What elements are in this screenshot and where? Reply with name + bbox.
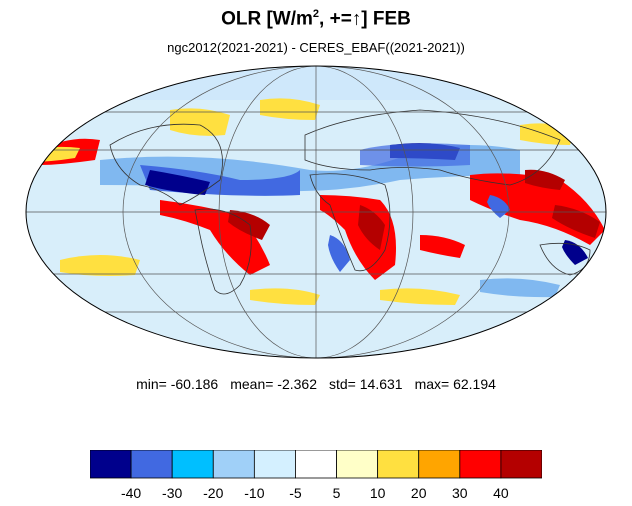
colorbar-swatch (171, 450, 214, 479)
stat-mean: mean= -2.362 (230, 376, 317, 392)
colorbar-swatch (336, 450, 379, 479)
colorbar-swatch (418, 450, 461, 479)
plot-title: OLR [W/m2, +=↑] FEB (221, 8, 411, 30)
stat-max: max= 62.194 (414, 376, 496, 392)
plot-subtitle: ngc2012(2021-2021) - CERES_EBAF((2021-20… (167, 40, 465, 55)
colorbar-tick-label: 40 (493, 485, 509, 501)
colorbar-tick-label: -5 (289, 485, 302, 501)
colorbar-tick-label: -40 (120, 485, 142, 501)
colorbar-swatch (212, 450, 255, 479)
colorbar-tick-label: -10 (244, 485, 265, 501)
map-outline (25, 65, 607, 359)
colorbar-swatch (295, 450, 337, 479)
difference-map (25, 65, 607, 359)
graticule (26, 66, 606, 358)
stat-std: std= 14.631 (329, 376, 403, 392)
colorbar (90, 450, 542, 479)
colorbar-tick-label: 5 (332, 485, 341, 501)
colorbar-tick-label: -30 (162, 485, 183, 501)
colorbar-tick-label: 20 (410, 485, 427, 501)
map-field (26, 66, 606, 358)
stat-min: min= -60.186 (136, 376, 219, 392)
up-arrow-icon: ↑ (351, 8, 362, 30)
colorbar-swatch (500, 450, 542, 479)
colorbar-tick-label: -20 (203, 485, 224, 501)
colorbar-swatch (253, 450, 296, 479)
colorbar-swatch (377, 450, 420, 479)
statistics-line: min= -60.186 mean= -2.362 std= 14.631 max= … (0, 376, 632, 392)
colorbar-swatch (90, 450, 132, 479)
colorbar-swatch (130, 450, 173, 479)
colorbar-tick-label: 30 (452, 485, 468, 501)
colorbar-tick-label: 10 (369, 485, 386, 501)
colorbar-swatch (459, 450, 502, 479)
